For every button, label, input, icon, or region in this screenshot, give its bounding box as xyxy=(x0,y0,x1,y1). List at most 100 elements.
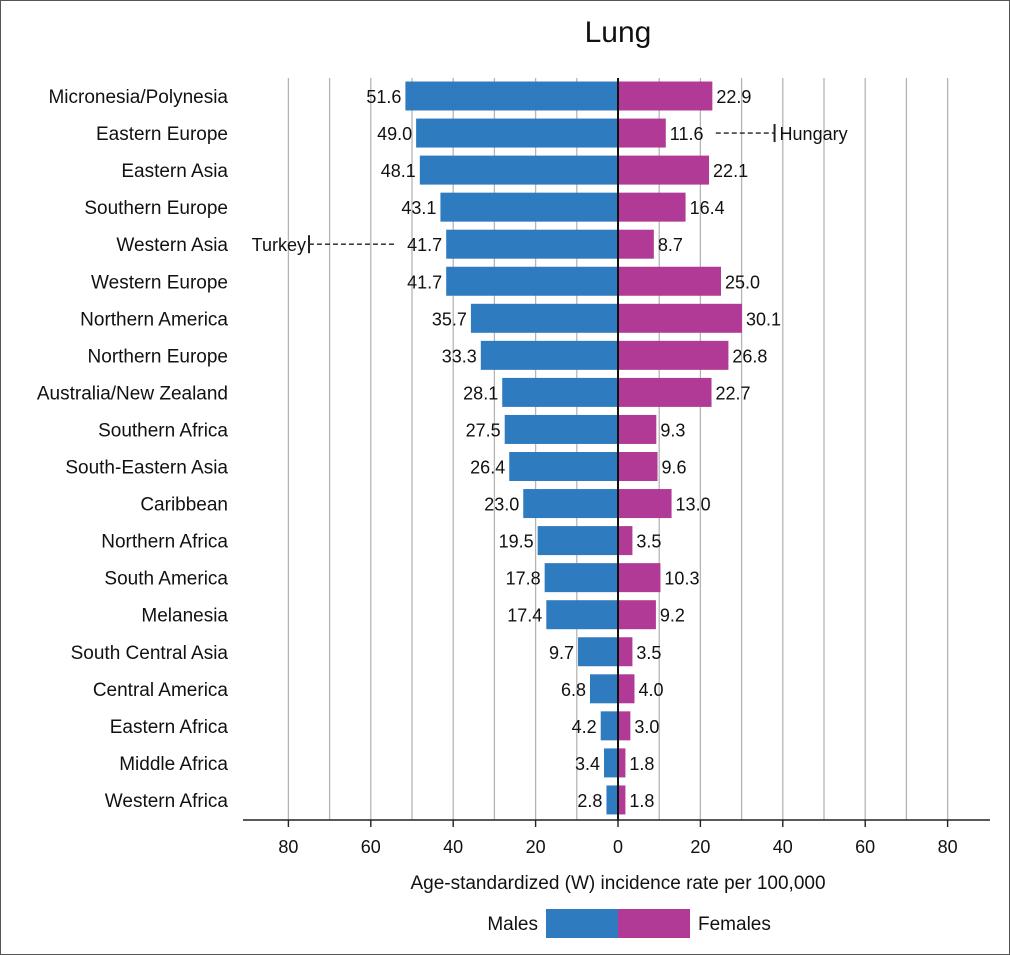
bar-males-caribbean xyxy=(523,489,618,519)
x-tick-label: 40 xyxy=(443,837,463,857)
annotation-label: Hungary xyxy=(780,124,848,144)
bar-females-western-europe xyxy=(618,266,721,296)
x-tick-label: 40 xyxy=(773,837,793,857)
bar-males-melanesia xyxy=(546,600,618,630)
value-label-females: 22.1 xyxy=(713,161,748,181)
category-label: Eastern Europe xyxy=(96,124,228,145)
bar-females-northern-europe xyxy=(618,340,729,370)
x-tick-label: 80 xyxy=(938,837,958,857)
value-label-males: 9.7 xyxy=(549,643,574,663)
annotation-label: Turkey xyxy=(252,235,306,255)
value-label-females: 22.9 xyxy=(716,87,751,107)
legend: Males Females xyxy=(487,909,771,938)
value-label-females: 1.8 xyxy=(629,791,654,811)
value-label-males: 26.4 xyxy=(470,458,505,478)
bar-females-central-america xyxy=(618,674,635,704)
bar-males-south-central-asia xyxy=(578,637,618,667)
category-label: Middle Africa xyxy=(119,754,228,775)
bar-females-eastern-asia xyxy=(618,155,710,185)
x-tick-label: 20 xyxy=(526,837,546,857)
value-label-males: 49.0 xyxy=(377,124,412,144)
bar-females-melanesia xyxy=(618,600,656,630)
bar-females-eastern-africa xyxy=(618,711,631,741)
bar-females-northern-africa xyxy=(618,526,633,556)
value-label-males: 2.8 xyxy=(577,791,602,811)
value-label-females: 3.5 xyxy=(636,532,661,552)
value-label-males: 41.7 xyxy=(407,272,442,292)
bar-males-southern-africa xyxy=(504,414,618,444)
bar-females-south-eastern-asia xyxy=(618,452,658,481)
bar-males-eastern-asia xyxy=(419,155,618,185)
value-label-females: 11.6 xyxy=(670,124,704,144)
value-label-males: 27.5 xyxy=(466,420,501,440)
legend-label-females: Females xyxy=(698,914,771,935)
x-tick-label: 60 xyxy=(855,837,875,857)
bar-females-southern-africa xyxy=(618,414,657,444)
value-label-females: 4.0 xyxy=(638,680,663,700)
bar-females-eastern-europe xyxy=(618,118,666,148)
value-label-males: 33.3 xyxy=(442,346,477,366)
x-tick-label: 20 xyxy=(690,837,710,857)
category-label: Eastern Asia xyxy=(121,161,228,182)
value-label-females: 13.0 xyxy=(676,495,711,515)
value-label-females: 1.8 xyxy=(629,754,654,774)
category-label: Western Asia xyxy=(116,235,228,256)
value-label-males: 23.0 xyxy=(484,495,519,515)
value-label-females: 9.2 xyxy=(660,606,685,626)
category-label: Central America xyxy=(93,680,229,701)
category-label: Caribbean xyxy=(140,495,228,516)
category-label: Eastern Africa xyxy=(110,717,229,738)
value-label-males: 19.5 xyxy=(499,532,534,552)
labels: Micronesia/Polynesia 51.6 22.9 Eastern Euro… xyxy=(37,87,848,812)
x-tick-label: 80 xyxy=(278,837,298,857)
chart-title: Lung xyxy=(585,16,652,49)
value-label-males: 28.1 xyxy=(463,383,498,403)
value-label-females: 9.6 xyxy=(662,458,687,478)
value-label-males: 3.4 xyxy=(575,754,600,774)
bar-males-western-asia xyxy=(446,229,618,259)
value-label-males: 4.2 xyxy=(572,717,597,737)
category-label: Australia/New Zealand xyxy=(37,383,228,404)
category-label: Southern Europe xyxy=(84,198,228,219)
bar-females-australia-new-zealand xyxy=(618,377,712,407)
bar-females-northern-america xyxy=(618,303,743,333)
value-label-males: 17.8 xyxy=(506,569,541,589)
value-label-females: 22.7 xyxy=(716,383,751,403)
value-label-females: 25.0 xyxy=(725,272,760,292)
bar-males-northern-america xyxy=(470,303,618,333)
value-label-females: 10.3 xyxy=(664,569,699,589)
bar-females-western-asia xyxy=(618,229,654,259)
bar-males-south-america xyxy=(544,563,618,593)
category-label: Melanesia xyxy=(141,606,228,627)
category-label: Western Africa xyxy=(105,791,229,812)
value-label-males: 35.7 xyxy=(432,309,467,329)
value-label-males: 6.8 xyxy=(561,680,586,700)
legend-label-males: Males xyxy=(487,914,538,935)
value-label-males: 51.6 xyxy=(366,87,401,107)
bar-males-western-europe xyxy=(446,266,618,296)
bar-males-micronesia-polynesia xyxy=(405,81,618,111)
value-label-females: 3.5 xyxy=(636,643,661,663)
category-label: South America xyxy=(104,569,228,590)
x-tick-label: 0 xyxy=(613,837,623,857)
x-axis-label: Age-standardized (W) incidence rate per … xyxy=(410,873,825,894)
bar-females-western-africa xyxy=(618,785,626,815)
bars xyxy=(405,78,743,821)
bar-males-northern-africa xyxy=(537,526,618,556)
bar-females-middle-africa xyxy=(618,748,626,778)
category-label: Southern Africa xyxy=(98,420,228,441)
bar-males-south-eastern-asia xyxy=(509,452,618,481)
category-label: Northern America xyxy=(80,309,228,330)
bar-males-eastern-africa xyxy=(600,711,618,741)
bar-males-northern-europe xyxy=(480,340,618,370)
x-axis: 80 60 40 20 0 20 40 60 80 xyxy=(243,819,990,857)
value-label-females: 8.7 xyxy=(658,235,683,255)
legend-swatch-males xyxy=(546,909,618,938)
bar-males-southern-europe xyxy=(440,192,618,222)
bar-females-micronesia-polynesia xyxy=(618,81,713,111)
bar-males-eastern-europe xyxy=(416,118,618,148)
value-label-females: 3.0 xyxy=(634,717,659,737)
value-label-females: 16.4 xyxy=(690,198,725,218)
bar-males-central-america xyxy=(589,674,618,704)
bar-males-australia-new-zealand xyxy=(502,377,618,407)
